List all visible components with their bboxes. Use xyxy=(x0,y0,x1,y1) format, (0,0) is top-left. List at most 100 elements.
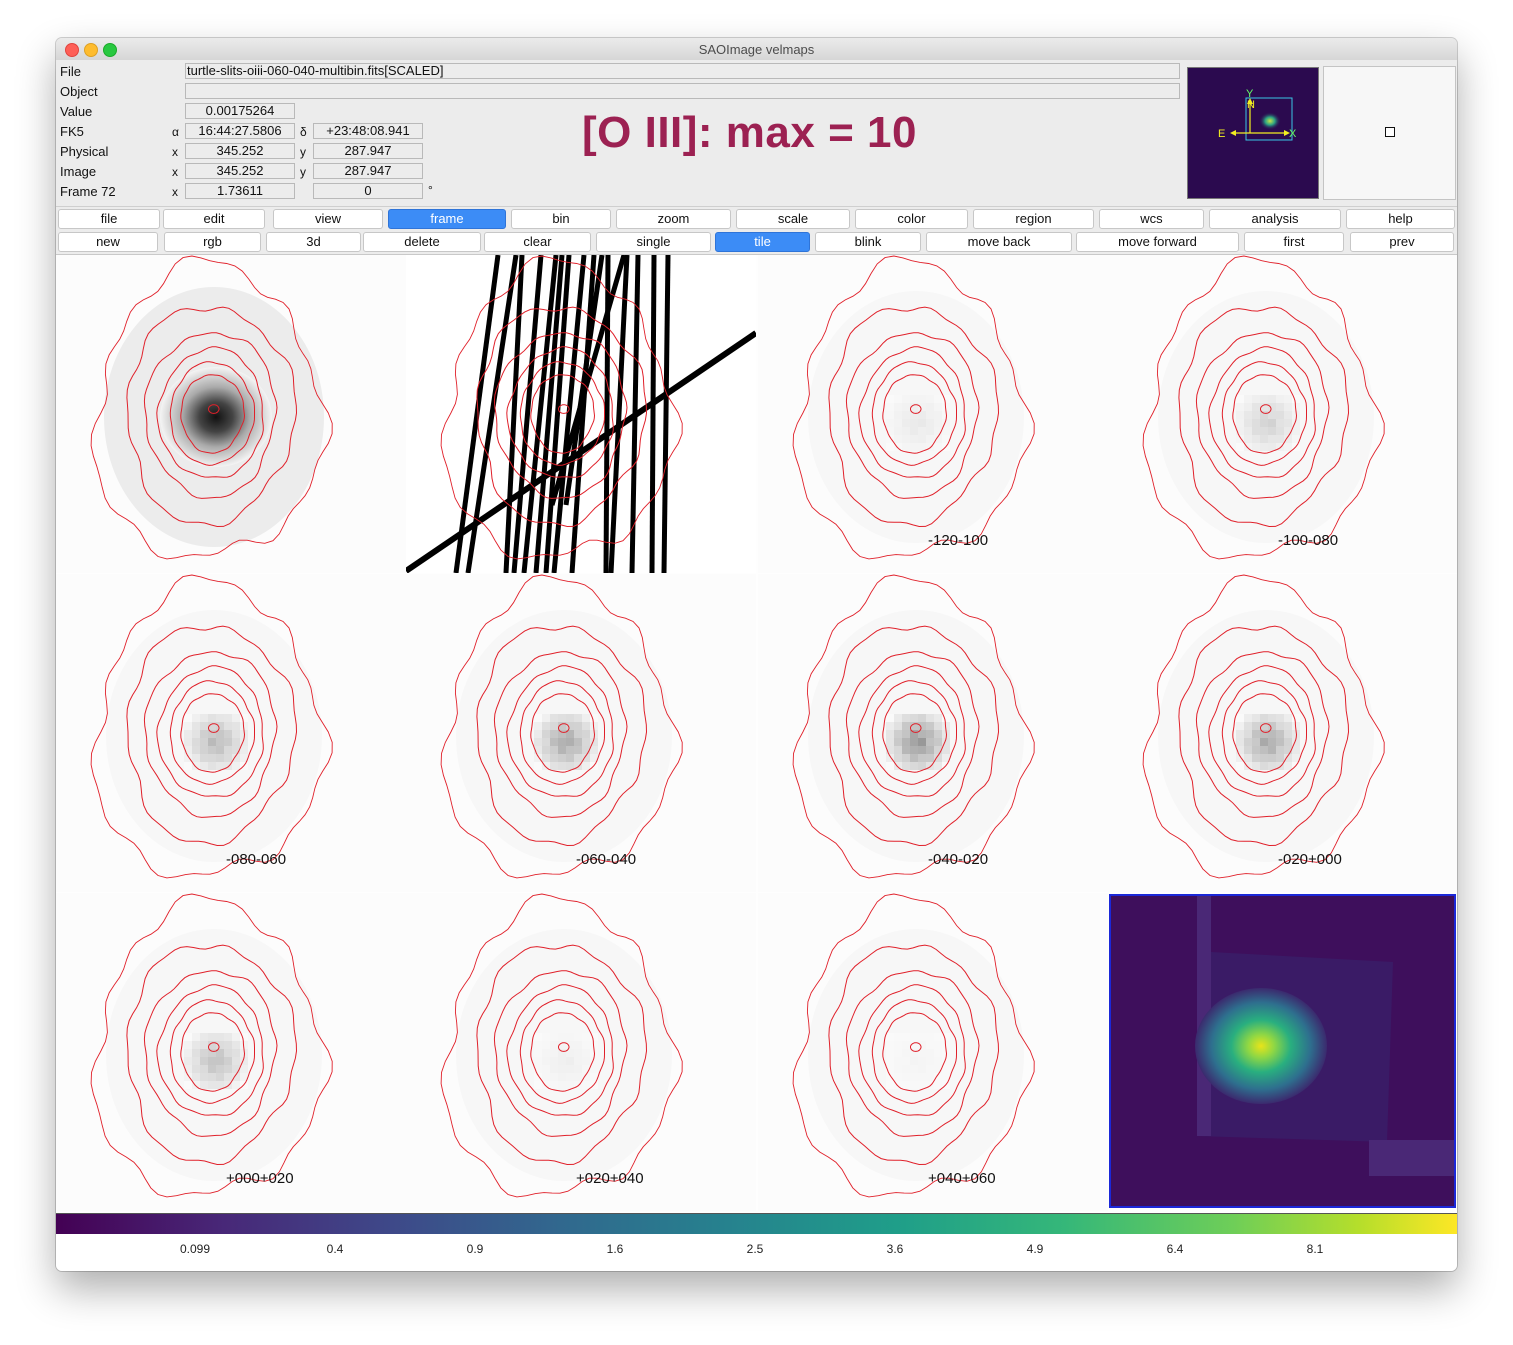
velocity-map-pixels xyxy=(886,714,950,770)
frame-tile[interactable]: -040-020 xyxy=(758,574,1108,892)
close-window-button[interactable] xyxy=(65,43,79,57)
panner-x-label: X xyxy=(1289,128,1297,140)
headline-text: [O III]: max = 10 xyxy=(582,108,917,157)
physical-x-field: 345.252 xyxy=(185,143,295,159)
contour-line xyxy=(1195,332,1330,499)
magnifier-cursor-box xyxy=(1385,127,1395,137)
contour-line xyxy=(558,404,570,414)
contour-line xyxy=(90,574,333,879)
frame-tile[interactable]: -020+000 xyxy=(1108,574,1457,892)
menu-region-button[interactable]: region xyxy=(973,209,1094,229)
frame-image xyxy=(792,893,1035,1198)
contour-line xyxy=(208,404,220,414)
menu-frame-button[interactable]: frame xyxy=(388,209,506,229)
frame-tile-button[interactable]: tile xyxy=(715,232,810,252)
panner-view-box[interactable] xyxy=(1245,97,1293,141)
minimize-window-button[interactable] xyxy=(84,43,98,57)
contour-line xyxy=(519,680,605,785)
menu-wcs-button[interactable]: wcs xyxy=(1099,209,1204,229)
colorbar-tick-label: 6.4 xyxy=(1166,1242,1184,1256)
velocity-range-label: -080-060 xyxy=(226,851,287,868)
frame-first-button[interactable]: first xyxy=(1244,232,1344,252)
contour-line xyxy=(126,625,298,847)
contour-line xyxy=(828,625,1000,847)
velocity-range-label: +020+040 xyxy=(576,1170,644,1187)
frame-rgb-button[interactable]: rgb xyxy=(164,232,261,252)
frame-tile[interactable]: -080-060 xyxy=(56,574,406,892)
contour-line xyxy=(1195,651,1330,818)
colorbar[interactable] xyxy=(56,1213,1457,1235)
colorbar-tick-label: 0.9 xyxy=(466,1242,484,1256)
contour-line xyxy=(530,1012,596,1092)
contour-line xyxy=(90,255,333,560)
menu-file-button[interactable]: file xyxy=(58,209,160,229)
velocity-range-label: +040+060 xyxy=(928,1170,996,1187)
velocity-range-label: -040-020 xyxy=(928,851,989,868)
frame-tile[interactable]: -120-100 xyxy=(758,255,1108,573)
menu-zoom-button[interactable]: zoom xyxy=(616,209,731,229)
menu-help-button[interactable]: help xyxy=(1346,209,1455,229)
velocity-range-label: -060-040 xyxy=(576,851,637,868)
contour-line xyxy=(1142,574,1385,879)
contour-line xyxy=(910,1042,922,1052)
frame-image xyxy=(90,893,333,1198)
frame-image xyxy=(1142,574,1385,879)
frame-new-button[interactable]: new xyxy=(58,232,158,252)
frame-tile[interactable]: +020+040 xyxy=(406,893,756,1211)
frame-tile[interactable]: +040+060 xyxy=(758,893,1108,1211)
velocity-map-pixels xyxy=(534,1033,598,1089)
contour-line xyxy=(558,723,570,733)
frame-image xyxy=(792,255,1035,560)
contour-line xyxy=(1142,255,1385,560)
file-label: File xyxy=(60,64,81,79)
degree-symbol: ° xyxy=(428,183,433,197)
frame-zoom-field: 1.73611 xyxy=(185,183,295,199)
contour-line xyxy=(910,723,922,733)
velocity-range-label: -120-100 xyxy=(928,532,989,549)
main-menu-button-bar: file edit view frame bin zoom scale color region… xyxy=(56,206,1457,231)
image-display[interactable]: -120-100 -100-080 -080-060 -060-040 -040-020… xyxy=(56,254,1457,1214)
panner-y-label: Y xyxy=(1246,88,1254,100)
menu-scale-button[interactable]: scale xyxy=(736,209,850,229)
contour-line xyxy=(519,361,605,466)
frame-tile[interactable]: -060-040 xyxy=(406,574,756,892)
contour-line xyxy=(530,374,596,454)
colorbar-tick-label: 2.5 xyxy=(746,1242,764,1256)
frame-move-back-button[interactable]: move back xyxy=(926,232,1072,252)
contour-line xyxy=(858,984,966,1116)
contour-line xyxy=(858,346,966,478)
frame-image xyxy=(90,574,333,879)
contour-line xyxy=(828,306,1000,528)
nebula-core xyxy=(160,367,272,467)
frame-clear-button[interactable]: clear xyxy=(484,232,591,252)
frame-prev-button[interactable]: prev xyxy=(1350,232,1454,252)
frame-tile[interactable] xyxy=(1109,894,1456,1208)
object-field xyxy=(185,83,1180,99)
contour-line xyxy=(792,893,1035,1198)
menu-view-button[interactable]: view xyxy=(273,209,383,229)
panner[interactable]: Y N E X xyxy=(1187,67,1319,199)
velocity-map-pixels xyxy=(1236,395,1300,451)
frame-tile[interactable]: -100-080 xyxy=(1108,255,1457,573)
frame-tile[interactable] xyxy=(56,255,406,573)
menu-bin-button[interactable]: bin xyxy=(511,209,611,229)
contour-line xyxy=(1208,665,1316,797)
frame-blink-button[interactable]: blink xyxy=(815,232,921,252)
delta-symbol: δ xyxy=(300,125,307,139)
frame-single-button[interactable]: single xyxy=(596,232,711,252)
physical-x-symbol: x xyxy=(172,145,178,159)
velocity-map-pixels xyxy=(184,1033,248,1089)
menu-edit-button[interactable]: edit xyxy=(163,209,265,229)
menu-analysis-button[interactable]: analysis xyxy=(1209,209,1341,229)
contour-line xyxy=(1221,680,1307,785)
frame-delete-button[interactable]: delete xyxy=(363,232,481,252)
contour-line xyxy=(871,361,957,466)
contour-line xyxy=(882,693,948,773)
frame-move-forward-button[interactable]: move forward xyxy=(1076,232,1239,252)
frame-3d-button[interactable]: 3d xyxy=(266,232,361,252)
frame-tile[interactable]: +000+020 xyxy=(56,893,406,1211)
menu-color-button[interactable]: color xyxy=(855,209,968,229)
maximize-window-button[interactable] xyxy=(103,43,117,57)
contour-line xyxy=(910,404,922,414)
frame-tile[interactable] xyxy=(406,255,756,573)
